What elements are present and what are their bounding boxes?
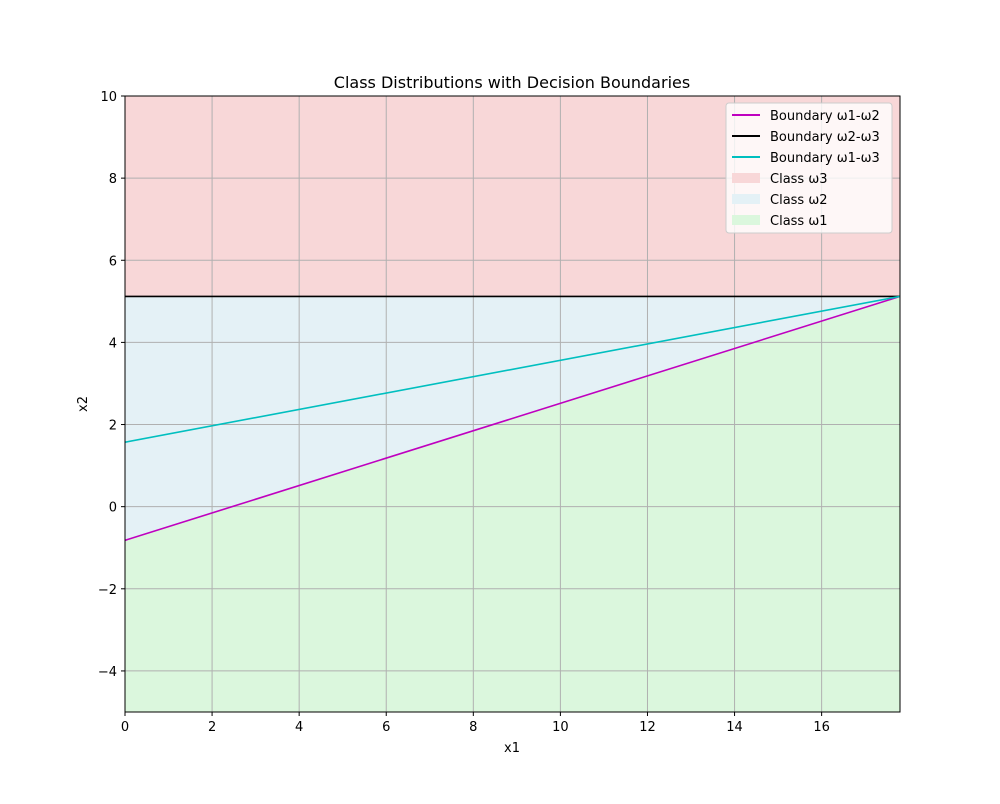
y-tick-label-7: 10 (100, 90, 117, 105)
legend-label-boundary-2-3: Boundary ω2-ω3 (770, 130, 880, 145)
y-tick-label-4: 4 (109, 336, 117, 351)
legend-label-boundary-1-3: Boundary ω1-ω3 (770, 151, 880, 166)
legend-swatch-class-1 (732, 215, 760, 225)
boundary-line-1 (124, 295, 901, 542)
x-tick-label-3: 6 (382, 720, 390, 735)
y-ticks: −4 −2 0 2 4 6 8 10 (98, 90, 125, 680)
x-tick-label-6: 12 (639, 720, 656, 735)
plot-frame (124, 95, 901, 713)
legend-swatch-class-3 (732, 173, 760, 183)
legend-label-class-1: Class ω1 (770, 214, 828, 229)
x-ticks: 0 2 4 6 8 10 12 14 16 (121, 712, 830, 735)
x-tick-label-7: 14 (726, 720, 743, 735)
region-class-1 (125, 296, 900, 712)
boundary-lines (124, 295, 901, 542)
chart-title: Class Distributions with Decision Bounda… (334, 73, 690, 92)
y-tick-label-0: −4 (98, 665, 117, 680)
legend-box (725, 102, 893, 234)
y-tick-label-3: 2 (109, 419, 117, 434)
region-class-3 (125, 96, 900, 297)
x-tick-label-1: 2 (208, 720, 216, 735)
y-axis-label: x2 (76, 396, 91, 412)
x-tick-label-5: 10 (552, 720, 569, 735)
legend: Boundary ω1-ω2 Boundary ω2-ω3 Boundary ω1-… (725, 102, 893, 234)
legend-label-class-2: Class ω2 (770, 193, 828, 208)
legend-swatch-class-2 (732, 194, 760, 204)
y-tick-label-5: 6 (109, 254, 117, 269)
y-tick-label-1: −2 (98, 583, 117, 598)
x-axis-label: x1 (504, 741, 520, 756)
x-tick-label-2: 4 (295, 720, 303, 735)
boundary-line-3 (124, 295, 901, 443)
legend-label-class-3: Class ω3 (770, 172, 828, 187)
y-tick-label-2: 0 (109, 501, 117, 516)
legend-label-boundary-1-2: Boundary ω1-ω2 (770, 109, 880, 124)
x-tick-label-4: 8 (469, 720, 477, 735)
y-tick-label-6: 8 (109, 172, 117, 187)
x-tick-label-0: 0 (121, 720, 129, 735)
x-tick-label-8: 16 (813, 720, 830, 735)
